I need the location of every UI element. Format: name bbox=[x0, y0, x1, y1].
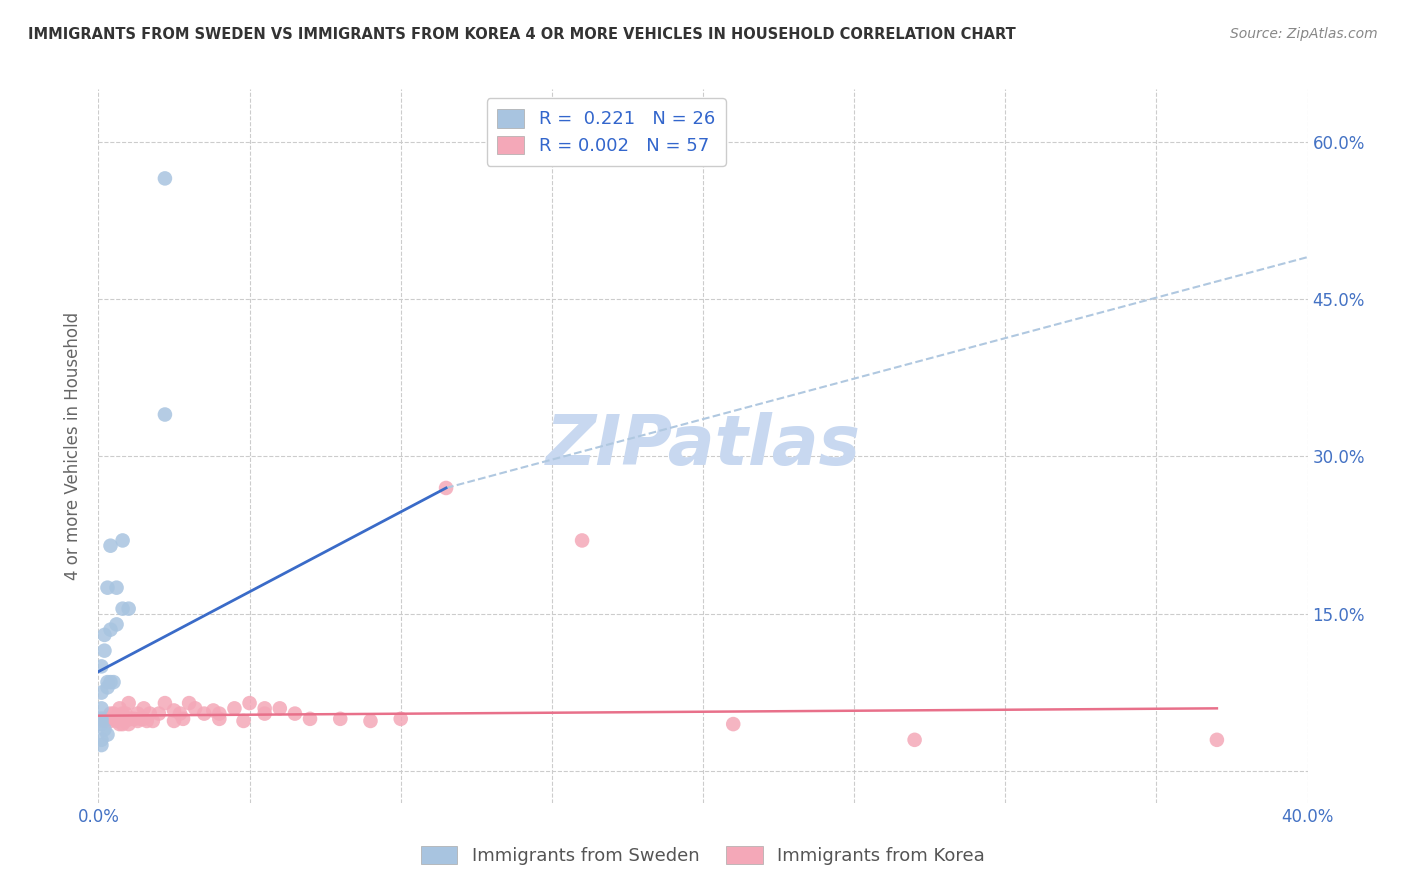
Legend: R =  0.221   N = 26, R = 0.002   N = 57: R = 0.221 N = 26, R = 0.002 N = 57 bbox=[486, 98, 725, 166]
Point bbox=[105, 617, 128, 632]
Point bbox=[93, 643, 115, 657]
Point bbox=[96, 728, 118, 742]
Point bbox=[179, 696, 201, 710]
Point bbox=[172, 712, 194, 726]
Point bbox=[118, 717, 141, 731]
Y-axis label: 4 or more Vehicles in Household: 4 or more Vehicles in Household bbox=[65, 312, 83, 580]
Point bbox=[90, 659, 112, 673]
Point bbox=[114, 714, 136, 728]
Point bbox=[208, 712, 231, 726]
Point bbox=[111, 533, 134, 548]
Point bbox=[114, 706, 136, 721]
Point bbox=[153, 408, 176, 422]
Point bbox=[239, 696, 262, 710]
Point bbox=[163, 703, 186, 717]
Point bbox=[108, 701, 131, 715]
Point bbox=[90, 738, 112, 752]
Point bbox=[127, 714, 149, 728]
Point bbox=[100, 623, 122, 637]
Point bbox=[93, 628, 115, 642]
Point bbox=[142, 714, 165, 728]
Point bbox=[93, 723, 115, 737]
Point bbox=[103, 712, 125, 726]
Text: ZIPatlas: ZIPatlas bbox=[546, 412, 860, 480]
Point bbox=[111, 601, 134, 615]
Point bbox=[100, 539, 122, 553]
Point bbox=[202, 703, 225, 717]
Point bbox=[723, 717, 745, 731]
Point bbox=[253, 706, 276, 721]
Point bbox=[93, 714, 115, 728]
Text: IMMIGRANTS FROM SWEDEN VS IMMIGRANTS FROM KOREA 4 OR MORE VEHICLES IN HOUSEHOLD : IMMIGRANTS FROM SWEDEN VS IMMIGRANTS FRO… bbox=[28, 27, 1017, 42]
Point bbox=[111, 706, 134, 721]
Point bbox=[360, 714, 382, 728]
Point bbox=[90, 717, 112, 731]
Point bbox=[1206, 732, 1229, 747]
Point bbox=[100, 714, 122, 728]
Point bbox=[90, 714, 112, 728]
Point bbox=[118, 712, 141, 726]
Point bbox=[434, 481, 457, 495]
Point bbox=[284, 706, 307, 721]
Point bbox=[100, 675, 122, 690]
Point bbox=[299, 712, 322, 726]
Point bbox=[132, 701, 155, 715]
Point bbox=[90, 712, 112, 726]
Point bbox=[135, 714, 157, 728]
Point bbox=[139, 706, 162, 721]
Point bbox=[90, 701, 112, 715]
Point bbox=[193, 706, 215, 721]
Point bbox=[329, 712, 352, 726]
Point bbox=[127, 706, 149, 721]
Point bbox=[100, 706, 122, 721]
Point bbox=[90, 712, 112, 726]
Point bbox=[96, 681, 118, 695]
Point bbox=[148, 706, 170, 721]
Point bbox=[208, 706, 231, 721]
Point bbox=[111, 712, 134, 726]
Point bbox=[93, 712, 115, 726]
Point bbox=[90, 732, 112, 747]
Point bbox=[269, 701, 291, 715]
Point bbox=[571, 533, 593, 548]
Point bbox=[105, 714, 128, 728]
Point bbox=[389, 712, 412, 726]
Point bbox=[121, 712, 143, 726]
Point bbox=[96, 712, 118, 726]
Point bbox=[904, 732, 927, 747]
Point bbox=[129, 712, 152, 726]
Point bbox=[118, 601, 141, 615]
Point bbox=[105, 581, 128, 595]
Point bbox=[96, 675, 118, 690]
Point bbox=[111, 717, 134, 731]
Point bbox=[153, 696, 176, 710]
Text: Source: ZipAtlas.com: Source: ZipAtlas.com bbox=[1230, 27, 1378, 41]
Point bbox=[224, 701, 246, 715]
Point bbox=[96, 581, 118, 595]
Point bbox=[118, 696, 141, 710]
Point bbox=[153, 171, 176, 186]
Point bbox=[184, 701, 207, 715]
Point bbox=[163, 714, 186, 728]
Point bbox=[103, 706, 125, 721]
Point bbox=[253, 701, 276, 715]
Point bbox=[132, 712, 155, 726]
Legend: Immigrants from Sweden, Immigrants from Korea: Immigrants from Sweden, Immigrants from … bbox=[412, 837, 994, 874]
Point bbox=[103, 675, 125, 690]
Point bbox=[124, 712, 146, 726]
Point bbox=[232, 714, 254, 728]
Point bbox=[169, 706, 191, 721]
Point bbox=[90, 685, 112, 699]
Point bbox=[108, 717, 131, 731]
